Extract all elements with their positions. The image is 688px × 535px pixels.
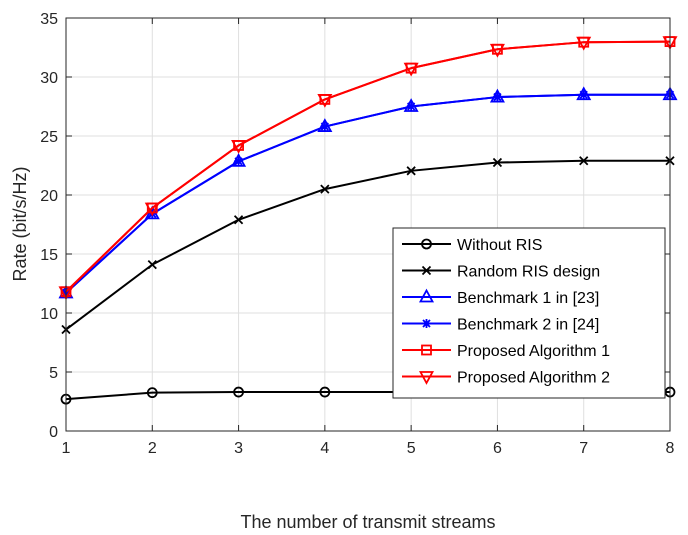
data-point-triangle-down bbox=[489, 43, 505, 58]
data-point-triangle-down bbox=[418, 371, 435, 385]
data-point-square bbox=[421, 344, 432, 356]
y-tick-label: 30 bbox=[40, 70, 58, 87]
data-point-asterisk bbox=[422, 319, 431, 328]
data-point-x bbox=[421, 265, 432, 276]
legend-label: Benchmark 1 in [23] bbox=[457, 290, 599, 307]
data-point-triangle-up bbox=[418, 288, 435, 303]
data-point-triangle-down bbox=[403, 62, 419, 77]
tick-labels: 0 5 10 15 20 25 30 35 1 2 3 4 5 6 7 8 bbox=[40, 11, 674, 457]
data-point-circle bbox=[319, 386, 331, 398]
data-point-triangle-down bbox=[317, 94, 333, 108]
legend-item: Benchmark 1 in [23] bbox=[402, 288, 599, 307]
legend-item: Proposed Algorithm 2 bbox=[402, 370, 610, 387]
y-tick-label: 15 bbox=[40, 247, 58, 264]
legend-item: Benchmark 2 in [24] bbox=[402, 317, 599, 334]
x-tick-label: 2 bbox=[148, 440, 157, 457]
legend-label: Proposed Algorithm 1 bbox=[457, 343, 610, 360]
y-tick-label: 25 bbox=[40, 129, 58, 146]
series-line bbox=[65, 93, 670, 294]
legend: Without RIS Random RIS design Benchmark 1 … bbox=[392, 227, 666, 399]
data-point-x bbox=[147, 259, 157, 270]
series-line bbox=[65, 159, 670, 331]
x-tick-label: 7 bbox=[579, 440, 588, 457]
data-point-x bbox=[579, 156, 589, 166]
data-point-triangle-down bbox=[144, 202, 160, 217]
data-point-x bbox=[233, 215, 244, 225]
x-tick-label: 6 bbox=[493, 440, 502, 457]
data-point-circle bbox=[233, 386, 244, 398]
data-point-circle bbox=[421, 238, 432, 250]
series-layer bbox=[58, 36, 678, 405]
y-tick-label: 0 bbox=[49, 424, 58, 441]
y-tick-label: 10 bbox=[40, 306, 58, 323]
data-point-circle bbox=[146, 387, 158, 399]
x-tick-label: 3 bbox=[234, 440, 243, 457]
legend-item: Without RIS bbox=[402, 237, 542, 254]
legend-item: Proposed Algorithm 1 bbox=[402, 343, 610, 360]
legend-label: Without RIS bbox=[457, 237, 542, 254]
y-tick-label: 35 bbox=[40, 11, 58, 28]
series-5 bbox=[58, 36, 678, 301]
y-tick-label: 5 bbox=[49, 365, 58, 382]
series-1 bbox=[61, 156, 675, 335]
x-axis-label: The number of transmit streams bbox=[240, 512, 495, 532]
x-tick-label: 1 bbox=[62, 440, 71, 457]
series-line bbox=[65, 40, 671, 293]
y-tick-label: 20 bbox=[40, 188, 58, 205]
legend-label: Proposed Algorithm 2 bbox=[457, 370, 610, 387]
legend-item: Random RIS design bbox=[402, 264, 600, 281]
x-tick-label: 5 bbox=[407, 440, 416, 457]
data-point-x bbox=[406, 166, 416, 176]
data-point-x bbox=[320, 184, 330, 194]
data-point-triangle-down bbox=[231, 140, 247, 154]
data-point-asterisk bbox=[320, 122, 330, 132]
x-tick-label: 8 bbox=[666, 440, 675, 457]
legend-box bbox=[392, 227, 666, 399]
data-point-asterisk bbox=[234, 156, 244, 166]
data-point-x bbox=[492, 157, 503, 168]
data-point-asterisk bbox=[406, 102, 416, 111]
data-point-asterisk bbox=[579, 90, 589, 100]
legend-label: Benchmark 2 in [24] bbox=[457, 317, 599, 334]
data-point-asterisk bbox=[492, 92, 502, 102]
plot-frame bbox=[65, 17, 671, 432]
x-tick-label: 4 bbox=[320, 440, 329, 457]
y-axis-label: Rate (bit/s/Hz) bbox=[10, 166, 30, 281]
data-point-triangle-down bbox=[576, 36, 592, 51]
legend-label: Random RIS design bbox=[457, 264, 600, 281]
